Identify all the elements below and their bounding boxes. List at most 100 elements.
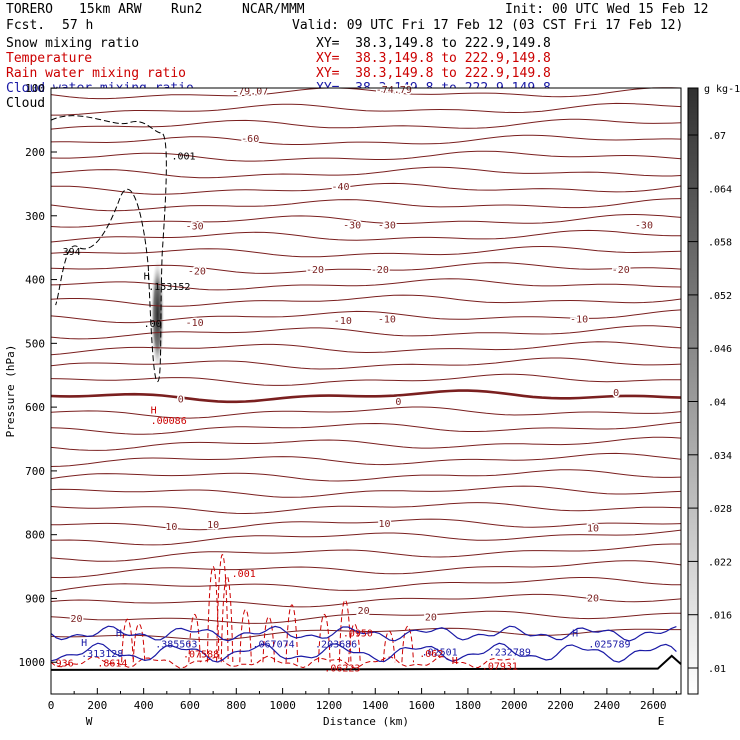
- temperature-label: 10: [207, 520, 219, 531]
- rain-contour: [132, 623, 146, 663]
- x-tick-label: 400: [134, 699, 154, 712]
- header-fcst-value: 57 h: [62, 18, 94, 33]
- maxima-label: .313128: [81, 649, 123, 660]
- header-model: TORERO: [6, 2, 53, 17]
- maxima-label: 936: [56, 659, 74, 670]
- x-tick-label: 2000: [501, 699, 528, 712]
- temperature-contour: [50, 593, 682, 608]
- rain-contour: [338, 599, 352, 663]
- temperature-label: -30: [343, 220, 361, 231]
- maxima-label: .153152: [148, 282, 190, 293]
- temperature-label: -20: [612, 265, 630, 276]
- colorbar-tick-label: .022: [708, 557, 732, 568]
- maxima-label: .00086: [151, 416, 187, 427]
- temperature-contour: [50, 198, 682, 212]
- temperature-label: -20: [371, 265, 389, 276]
- colorbar-tick-label: .052: [708, 291, 732, 302]
- x-tick-label: 2600: [640, 699, 667, 712]
- rain-contour: [318, 613, 331, 663]
- rain-contour: [285, 604, 299, 663]
- temperature-label: -20: [306, 265, 324, 276]
- snow-contour: [50, 115, 167, 383]
- temperature-label: 20: [358, 606, 370, 617]
- temperature-label: -10: [378, 315, 396, 326]
- field-xy: XY= 38.3,149.8 to 222.9,149.8: [316, 66, 551, 81]
- y-tick-label: 1000: [19, 656, 46, 669]
- temperature-label: -10: [334, 316, 352, 327]
- y-tick-label: 500: [25, 337, 45, 350]
- temperature-contour: [50, 357, 682, 370]
- colorbar: [687, 87, 699, 695]
- temperature-label: 10: [379, 519, 391, 530]
- maxima-label: .232789: [489, 648, 531, 659]
- colorbar-unit: g kg-1: [704, 84, 740, 95]
- temperature-contour: [50, 245, 682, 258]
- temperature-label: 0: [395, 397, 401, 408]
- temperature-contour: [50, 262, 682, 274]
- x-tick-label: 2400: [594, 699, 621, 712]
- y-tick-label: 200: [25, 146, 45, 159]
- x-tick-label: 1200: [316, 699, 343, 712]
- plot-frame: [50, 87, 682, 695]
- colorbar-tick-label: .064: [708, 184, 732, 195]
- maxima-label: .07588: [183, 650, 219, 661]
- maxima-label: .025789: [588, 639, 630, 650]
- maxima-label: .067074: [253, 639, 295, 650]
- x-tick-label: 1400: [362, 699, 389, 712]
- temperature-label: 0: [613, 388, 619, 399]
- colorbar-tick-label: .04: [708, 398, 726, 409]
- temperature-label: 10: [587, 523, 599, 534]
- temperature-contour: [50, 341, 682, 356]
- header-center: NCAR/MMM: [242, 2, 305, 17]
- colorbar-tick-label: .058: [708, 238, 732, 249]
- cloud-water-contour: [50, 625, 677, 642]
- temperature-label: 20: [587, 593, 599, 604]
- maxima-label: H: [144, 271, 150, 282]
- temperature-contour: [50, 485, 682, 498]
- temperature-contour: [50, 294, 682, 307]
- temperature-contour: [50, 543, 681, 562]
- temperature-label: -74.79: [376, 85, 412, 96]
- y-tick-label: 800: [25, 529, 45, 542]
- colorbar-tick-label: .01: [708, 664, 726, 675]
- temperature-contour: [50, 87, 682, 100]
- maxima-label: H: [116, 629, 122, 640]
- temperature-contour: [50, 529, 682, 546]
- temperature-contour: [50, 577, 681, 592]
- maxima-label: .07931: [482, 662, 518, 673]
- temperature-label: -40: [331, 182, 349, 193]
- rain-contour: [50, 655, 515, 669]
- temperature-contour: [50, 502, 682, 515]
- x-tick-label: 1800: [455, 699, 482, 712]
- header-valid: Valid: 09 UTC Fri 17 Feb 12 (03 CST Fri …: [292, 18, 684, 33]
- maxima-label: H: [452, 656, 458, 667]
- temperature-contour: [50, 118, 682, 130]
- temperature-contour: [50, 134, 682, 145]
- temperature-label: 20: [425, 613, 437, 624]
- temperature-label: -60: [241, 134, 259, 145]
- rain-contour: [348, 623, 361, 663]
- plot-background: [51, 88, 681, 694]
- temperature-contour: [50, 150, 682, 162]
- rain-contour: [188, 613, 201, 663]
- y-axis-label: Pressure (hPa): [4, 345, 17, 438]
- y-tick-label: 900: [25, 592, 45, 605]
- x-tick-label: 2200: [547, 699, 574, 712]
- temperature-contour: [50, 213, 682, 228]
- x-tick-label: 0: [48, 699, 55, 712]
- maxima-label: .02501: [422, 648, 458, 659]
- header-fcst-label: Fcst.: [6, 18, 46, 33]
- rain-contour: [382, 630, 396, 663]
- cloud-water-contour: [50, 642, 677, 663]
- maxima-label: .001: [232, 569, 256, 580]
- field-name: Snow mixing ratio: [6, 36, 140, 51]
- x-axis-label: Distance (km): [323, 715, 409, 728]
- rain-contour: [206, 566, 220, 663]
- colorbar-tick-label: .016: [708, 611, 732, 622]
- colorbar-tick-label: .046: [708, 344, 732, 355]
- temperature-label: -10: [570, 315, 588, 326]
- x-tick-label: 200: [87, 699, 107, 712]
- y-tick-label: 400: [25, 274, 45, 287]
- header-run: Run2: [171, 2, 203, 17]
